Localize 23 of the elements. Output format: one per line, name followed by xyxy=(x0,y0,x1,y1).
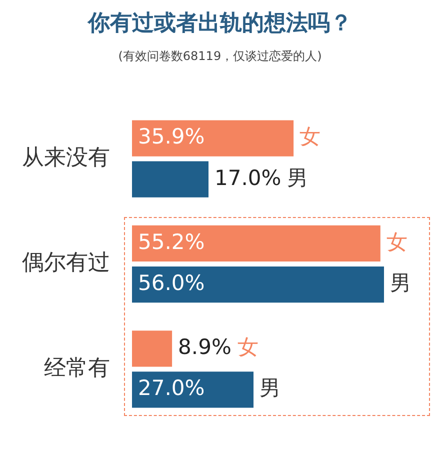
bar xyxy=(132,266,384,303)
bar xyxy=(132,225,380,262)
text: 女 xyxy=(237,335,258,360)
text: 女 xyxy=(386,230,408,254)
data-label: 27.0% xyxy=(138,376,205,400)
text: 男 xyxy=(260,376,280,400)
data-label: 56.0% xyxy=(138,270,205,295)
data-label: 55.2% xyxy=(138,230,205,254)
data-label: 17.0% xyxy=(214,166,282,190)
text: 男 xyxy=(287,166,308,190)
y-tick-label: 偶尔有过 xyxy=(22,250,110,276)
data-label: 8.9% xyxy=(178,335,232,360)
bar xyxy=(132,120,294,156)
y-tick-label: 经常有 xyxy=(44,356,110,381)
bar xyxy=(132,161,208,198)
chart-title: 你有过或者出轨的想法吗？ xyxy=(86,10,353,38)
bar xyxy=(132,372,254,408)
series-label: 女 xyxy=(300,124,321,149)
series-label: 男 xyxy=(390,270,411,295)
chart-subtitle: (有效问卷数68119，仅谈过恋爱的人) xyxy=(117,48,323,65)
data-label: 35.9% xyxy=(138,124,205,149)
bar xyxy=(132,330,172,367)
y-tick-label: 从来没有 xyxy=(22,146,110,171)
